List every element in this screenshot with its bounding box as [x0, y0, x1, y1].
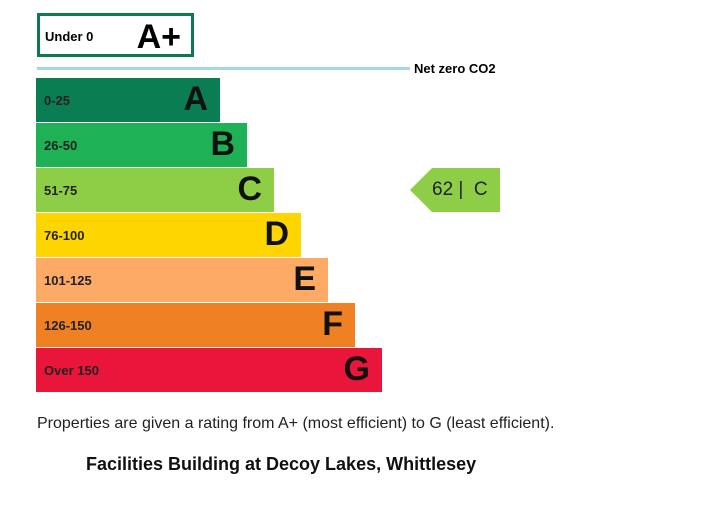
band-letter: C [237, 170, 262, 208]
band-range-label: 76-100 [44, 228, 85, 243]
building-title: Facilities Building at Decoy Lakes, Whit… [86, 454, 477, 474]
band-b: 26-50 B [36, 123, 247, 167]
band-letter: D [264, 215, 289, 253]
net-zero-label: Net zero CO2 [414, 61, 496, 76]
current-rating-arrow: 62 | C [410, 168, 500, 212]
band-range-label: 0-25 [44, 93, 71, 108]
band-range-label: 126-150 [44, 318, 92, 333]
band-aplus-range: Under 0 [45, 29, 94, 44]
band-d: 76-100 D [36, 213, 301, 257]
band-f: 126-150 F [36, 303, 355, 347]
band-aplus: Under 0 A+ [37, 13, 194, 57]
band-aplus-letter: A+ [136, 18, 181, 56]
band-letter: G [343, 350, 370, 388]
band-range-label: 51-75 [44, 183, 78, 198]
net-zero-line [37, 67, 410, 70]
current-rating-label: 62 | C [432, 179, 488, 200]
band-letter: A [183, 80, 208, 118]
band-range-label: Over 150 [44, 363, 99, 378]
band-range-label: 101-125 [44, 273, 92, 288]
rating-footnote: Properties are given a rating from A+ (m… [37, 415, 555, 432]
band-letter: B [210, 125, 235, 163]
band-letter: E [293, 260, 316, 298]
band-c: 51-75 C [36, 168, 274, 212]
band-e: 101-125 E [36, 258, 328, 302]
current-rating-arrow-shape [410, 168, 500, 212]
band-letter: F [322, 305, 343, 343]
band-a: 0-25 A [36, 78, 220, 122]
band-range-label: 26-50 [44, 138, 78, 153]
band-g: Over 150 G [36, 348, 382, 392]
